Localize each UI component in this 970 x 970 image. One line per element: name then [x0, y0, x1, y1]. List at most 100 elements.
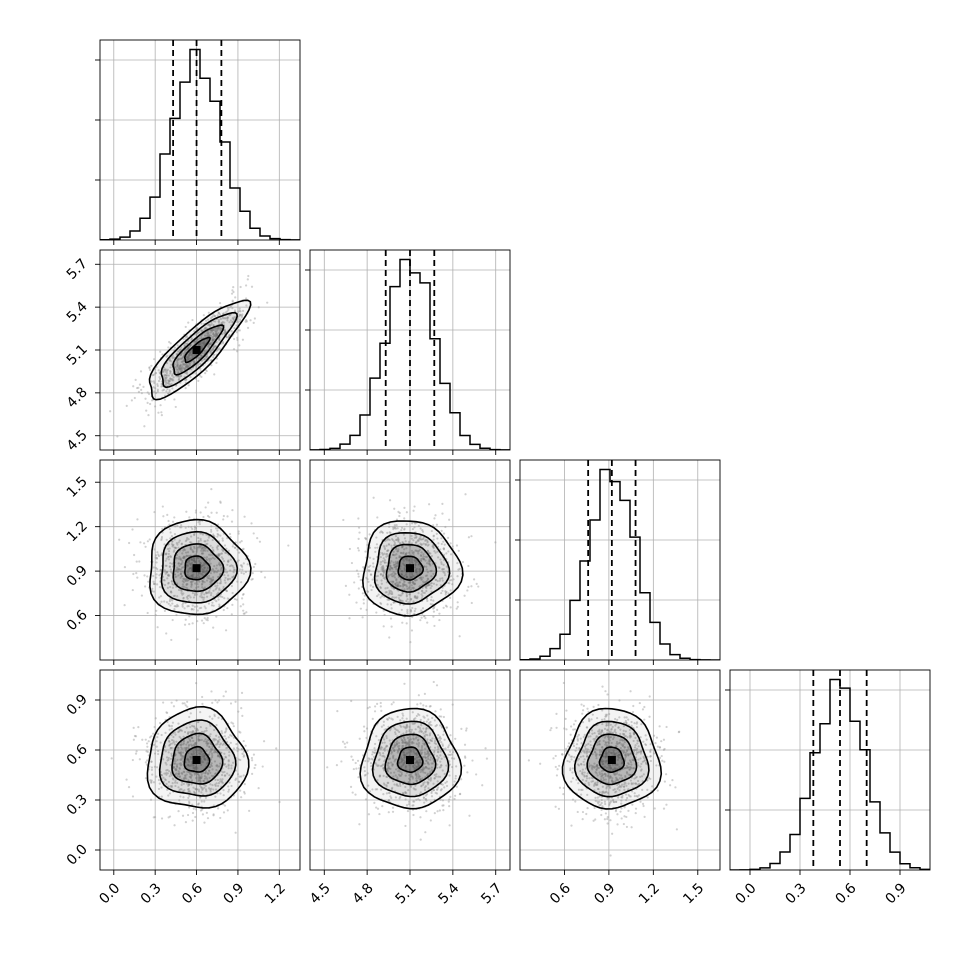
sample-point	[200, 329, 203, 332]
sample-point	[414, 784, 417, 787]
sample-point	[242, 592, 245, 596]
sample-point	[173, 743, 177, 746]
sample-point	[207, 318, 210, 321]
sample-point	[150, 364, 153, 367]
sample-point	[212, 604, 215, 607]
sample-point	[432, 534, 435, 537]
sample-point	[182, 337, 185, 341]
sample-point	[377, 593, 380, 596]
sample-point	[169, 757, 173, 761]
sample-point	[382, 782, 386, 785]
sample-point	[196, 576, 199, 579]
sample-point	[164, 368, 167, 371]
sample-point	[187, 347, 190, 350]
sample-point	[424, 798, 427, 801]
sample-point	[371, 750, 374, 754]
sample-point	[382, 566, 385, 569]
sample-point	[397, 773, 401, 776]
sample-point	[199, 809, 203, 812]
sample-point	[397, 540, 400, 543]
sample-point	[176, 603, 179, 606]
sample-point	[185, 348, 188, 351]
sample-point	[206, 762, 209, 765]
sample-point	[418, 726, 422, 730]
sample-point	[153, 815, 157, 819]
sample-point	[422, 537, 425, 541]
sample-point	[358, 767, 361, 770]
sample-point	[167, 550, 171, 553]
sample-point	[349, 785, 353, 788]
sample-point	[210, 329, 213, 332]
sample-point	[634, 807, 638, 810]
sample-point	[194, 767, 197, 770]
sample-point	[191, 604, 194, 607]
sample-point	[598, 753, 601, 756]
sample-point	[192, 550, 195, 553]
sample-point	[161, 370, 165, 373]
sample-point	[177, 546, 180, 549]
sample-point	[392, 575, 395, 578]
sample-point	[343, 742, 346, 745]
sample-point	[157, 411, 160, 414]
sample-point	[196, 620, 199, 623]
sample-point	[212, 814, 215, 817]
sample-point	[216, 778, 220, 782]
sample-point	[385, 792, 388, 795]
sample-point	[185, 356, 189, 359]
sample-point	[160, 382, 163, 386]
sample-point	[621, 762, 624, 765]
sample-point	[413, 595, 416, 598]
sample-point	[194, 353, 198, 356]
sample-point	[214, 345, 217, 348]
sample-point	[225, 335, 228, 338]
sample-point	[175, 368, 178, 371]
sample-point	[391, 718, 394, 721]
sample-point	[428, 559, 432, 563]
sample-point	[419, 777, 422, 781]
sample-point	[494, 541, 497, 544]
sample-point	[435, 583, 438, 586]
sample-point	[593, 762, 596, 765]
sample-point	[169, 562, 172, 565]
sample-point	[152, 380, 155, 383]
sample-point	[240, 314, 244, 317]
sample-point	[414, 522, 417, 525]
sample-point	[165, 362, 169, 365]
sample-point	[165, 552, 168, 555]
sample-point	[417, 712, 420, 716]
sample-point	[587, 750, 590, 753]
sample-point	[216, 334, 219, 337]
sample-point	[602, 759, 605, 763]
sample-point	[445, 590, 448, 594]
sample-point	[420, 616, 423, 619]
sample-point	[583, 771, 586, 774]
sample-point	[600, 729, 604, 732]
sample-point	[442, 563, 445, 566]
sample-point	[209, 572, 213, 575]
sample-point	[230, 784, 233, 788]
sample-point	[610, 751, 613, 754]
sample-point	[444, 525, 447, 529]
sample-point	[434, 791, 437, 794]
sample-point	[206, 616, 209, 620]
sample-point	[201, 582, 204, 585]
sample-point	[363, 594, 367, 597]
sample-point	[387, 549, 390, 552]
sample-point	[420, 593, 423, 596]
sample-point	[164, 564, 167, 567]
sample-point	[194, 808, 198, 811]
sample-point	[404, 741, 408, 744]
sample-point	[351, 758, 355, 761]
sample-point	[171, 374, 174, 377]
sample-point	[216, 742, 219, 745]
sample-point	[143, 425, 146, 428]
sample-point	[454, 774, 457, 778]
sample-point	[206, 539, 209, 542]
sample-point	[403, 588, 406, 591]
sample-point	[153, 390, 156, 393]
sample-point	[194, 553, 197, 556]
sample-point	[424, 730, 427, 733]
sample-point	[171, 562, 174, 565]
sample-point	[425, 584, 428, 588]
